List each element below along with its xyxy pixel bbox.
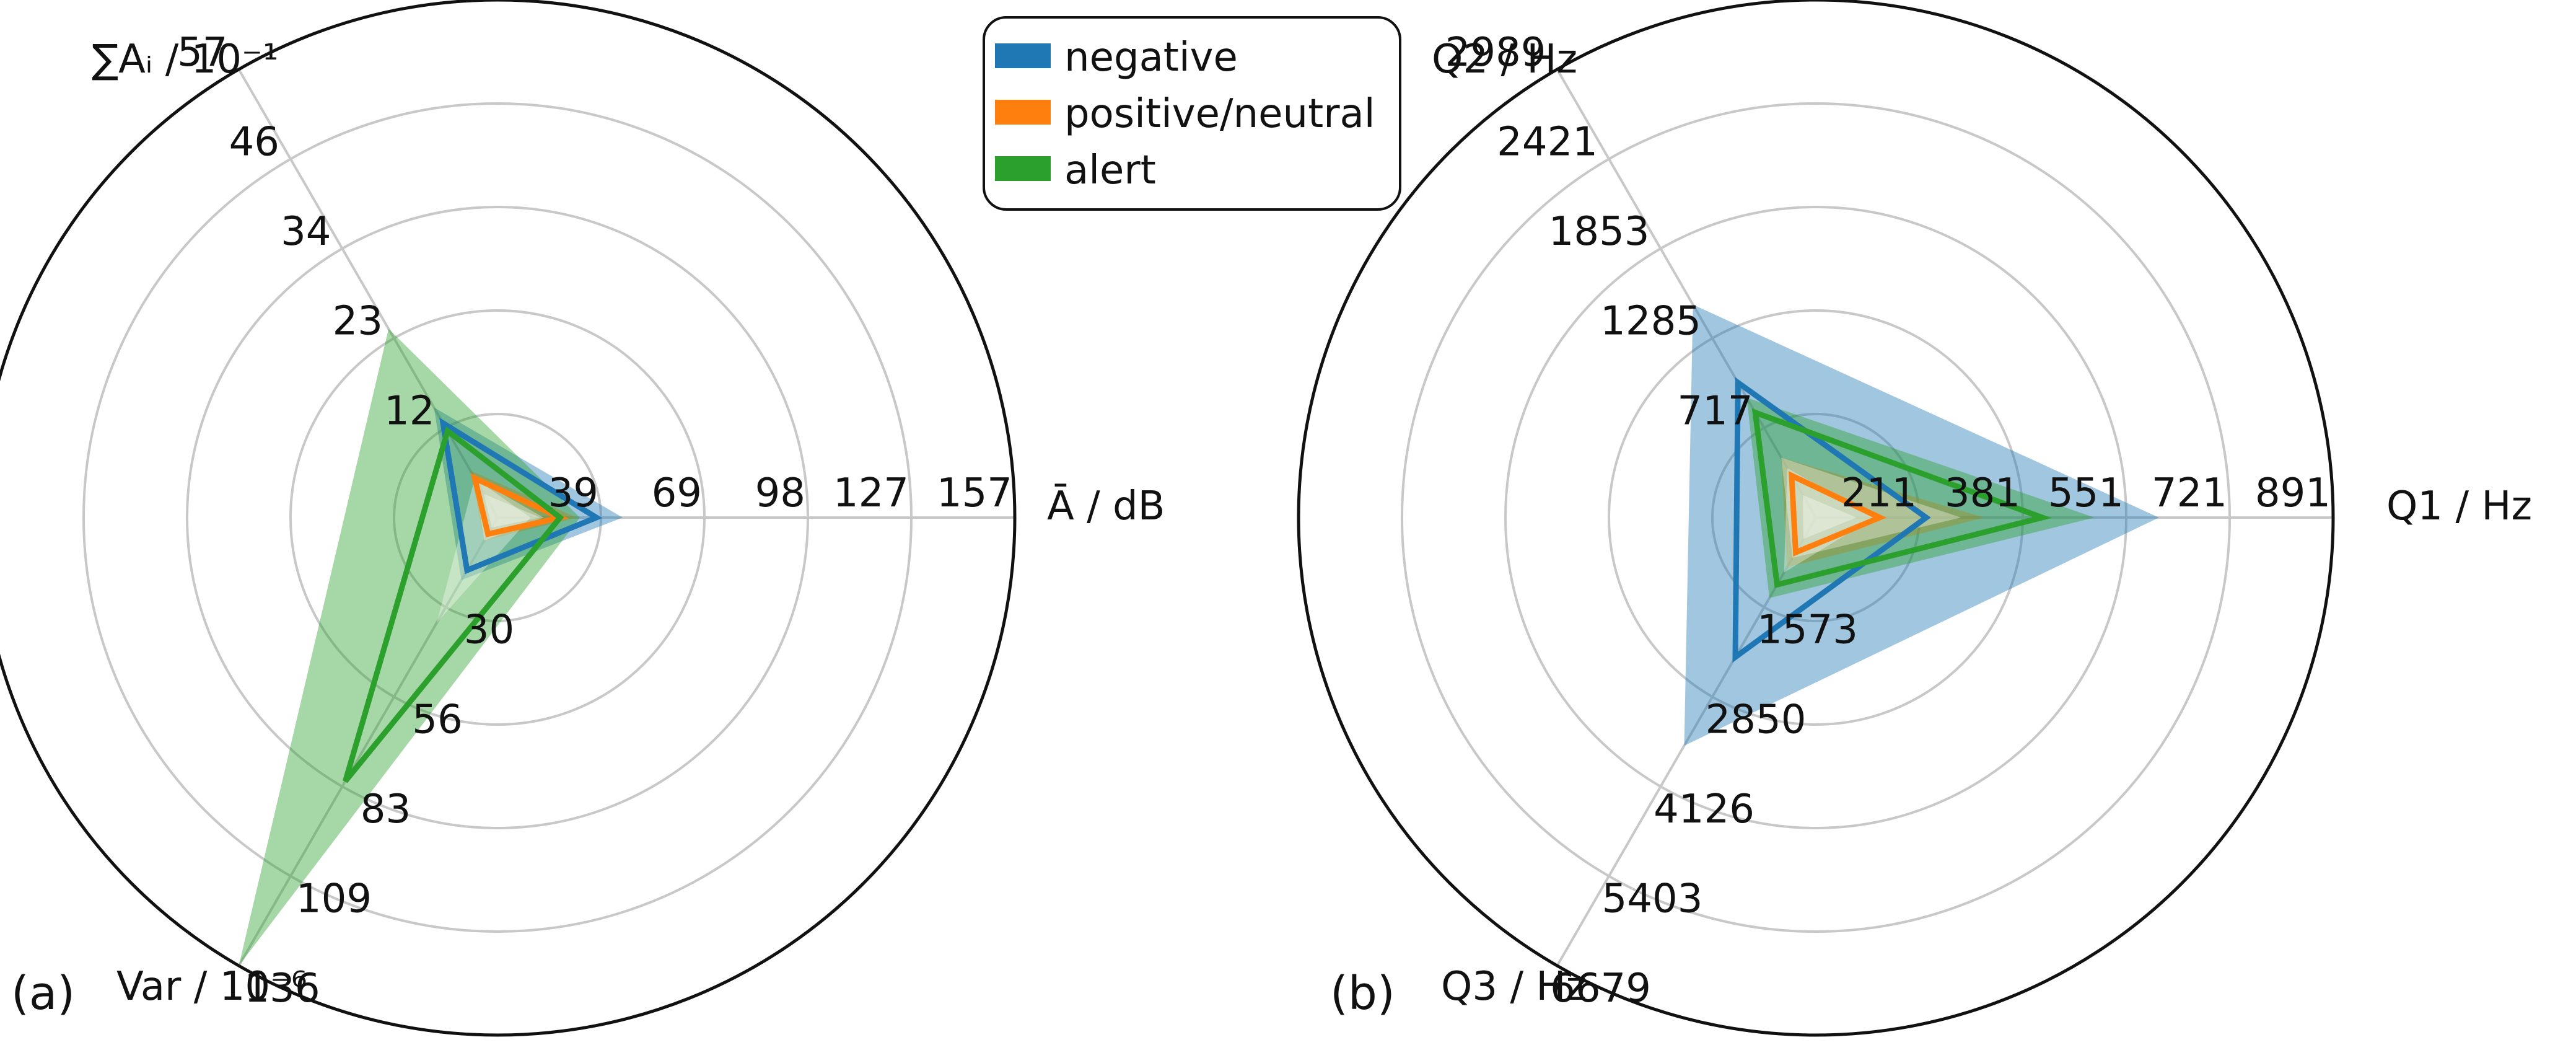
series-line-alert xyxy=(343,426,564,783)
series-band-inner-alert xyxy=(1781,457,1961,558)
legend-frame xyxy=(983,16,1401,211)
tick-label-1-0: 12 xyxy=(384,388,434,434)
tick-label-2-1: 2850 xyxy=(1706,697,1807,743)
tick-label-0-2: 98 xyxy=(755,470,805,516)
legend-label-positive-neutral: positive/neutral xyxy=(1064,91,1375,137)
tick-label-1-3: 2421 xyxy=(1497,120,1598,165)
series-band-alert xyxy=(1746,397,2095,598)
series-line-negative xyxy=(439,417,603,575)
axis-spoke-2 xyxy=(1556,516,1817,967)
axis-spoke-1 xyxy=(1556,68,1817,519)
series-band-negative xyxy=(1684,304,2159,746)
tick-label-0-0: 39 xyxy=(548,470,598,516)
tick-label-2-0: 30 xyxy=(464,607,514,653)
series-band-inner-positive-neutral xyxy=(1803,495,1857,539)
series-line-alert xyxy=(1751,408,2052,588)
outer-frame xyxy=(1297,0,2335,1037)
tick-label-1-4: 2989 xyxy=(1445,30,1546,76)
tick-label-1-2: 1853 xyxy=(1549,209,1650,255)
series-band-inner-negative xyxy=(475,478,544,541)
legend-label-negative: negative xyxy=(1064,35,1238,81)
series-line-positive-neutral xyxy=(1789,470,1887,557)
axis-label-1: ∑Aᵢ / 10⁻¹ xyxy=(92,37,278,82)
radar-panel-b: 211 381 551 721 891 Q1 / Hz 717 1285 1853 2421 298… xyxy=(1297,0,2532,1037)
axis-spoke-1 xyxy=(237,68,499,519)
outer-frame xyxy=(0,0,1017,1037)
tick-label-2-3: 109 xyxy=(296,876,372,922)
legend-label-alert: alert xyxy=(1064,148,1156,193)
tick-label-0-2: 551 xyxy=(2048,470,2124,516)
tick-label-2-2: 83 xyxy=(361,787,411,832)
series-line-positive-neutral xyxy=(470,473,569,537)
axis-label-1: Q2 / Hz xyxy=(1432,37,1577,82)
legend-swatch-positive-neutral xyxy=(995,100,1051,125)
axis-label-0: Q1 / Hz xyxy=(2386,483,2532,529)
tick-label-2-1: 56 xyxy=(412,697,462,743)
tick-label-0-4: 891 xyxy=(2255,470,2331,516)
tick-label-0-0: 211 xyxy=(1841,470,1917,516)
tick-label-1-4: 57 xyxy=(177,30,227,76)
tick-label-0-4: 157 xyxy=(937,470,1012,516)
tick-label-1-1: 23 xyxy=(333,299,383,345)
tick-label-2-0: 1573 xyxy=(1757,607,1858,653)
axis-label-0: Ā / dB xyxy=(1047,483,1165,529)
panel-label-a: (a) xyxy=(11,967,75,1020)
tick-label-1-3: 46 xyxy=(229,120,279,165)
tick-label-1-1: 1285 xyxy=(1600,299,1701,345)
legend: negative positive/neutral alert xyxy=(983,16,1401,211)
tick-label-2-2: 4126 xyxy=(1654,787,1755,832)
tick-label-1-0: 717 xyxy=(1677,388,1753,434)
axis-label-2: Q3 / Hz xyxy=(1441,964,1587,1010)
series-band-inner-alert xyxy=(436,478,531,624)
tick-label-0-3: 127 xyxy=(833,470,909,516)
series-line-negative xyxy=(1732,377,1931,663)
axis-label-2: Var / 10⁻⁶ xyxy=(116,964,307,1010)
legend-swatch-negative xyxy=(995,43,1051,68)
tick-label-1-2: 34 xyxy=(281,209,331,255)
panel-label-b: (b) xyxy=(1330,967,1395,1020)
tick-label-0-3: 721 xyxy=(2152,470,2227,516)
series-band-inner-positive-neutral xyxy=(484,493,541,527)
tick-label-0-1: 381 xyxy=(1945,470,2020,516)
tick-label-0-1: 69 xyxy=(652,470,702,516)
tick-label-2-3: 5403 xyxy=(1602,876,1703,922)
axis-spoke-2 xyxy=(237,516,499,967)
legend-swatch-alert xyxy=(995,156,1051,181)
tick-label-2-4: 6679 xyxy=(1550,966,1651,1012)
tick-label-2-4: 136 xyxy=(244,966,320,1012)
